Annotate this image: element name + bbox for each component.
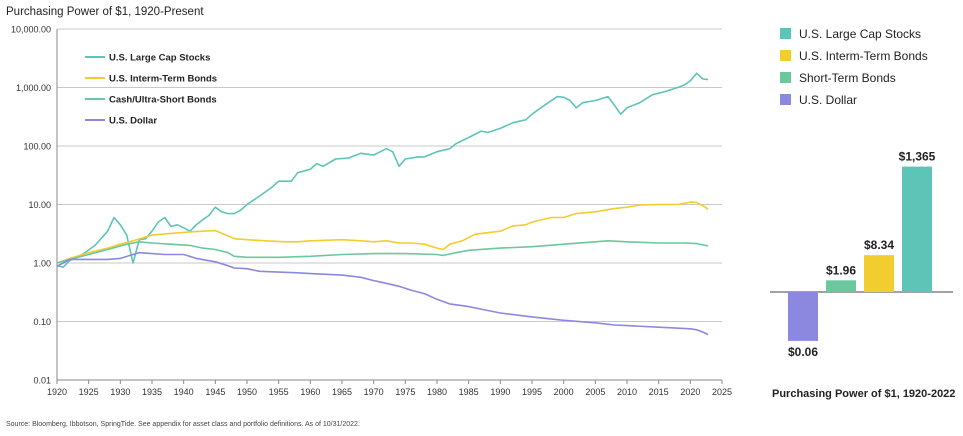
x-tick-label: 1950 bbox=[237, 387, 257, 397]
legend-swatch bbox=[780, 50, 791, 61]
line-chart-y-ticks: 10,000.00 1,000.00 100.00 10.00 1.00 0.10 0.01 bbox=[11, 25, 51, 386]
line-chart-x-ticks: 1920 1925 1930 1935 1940 1945 1950 1955 1960 1965… bbox=[47, 380, 732, 397]
x-tick-label: 1985 bbox=[459, 387, 479, 397]
x-tick-label: 1975 bbox=[395, 387, 415, 397]
legend-label: U.S. Large Cap Stocks bbox=[799, 27, 921, 41]
bar-short-term-bonds bbox=[826, 280, 856, 292]
legend-label: U.S. Interm-Term Bonds bbox=[799, 49, 928, 63]
y-tick-label: 0.01 bbox=[33, 376, 51, 386]
bar-value-label: $0.06 bbox=[788, 345, 818, 359]
legend-label: Cash/Ultra-Short Bonds bbox=[109, 95, 217, 106]
line-chart: 10,000.00 1,000.00 100.00 10.00 1.00 0.10 0.01… bbox=[11, 25, 732, 398]
legend-swatch bbox=[780, 94, 791, 105]
bar-u-s-dollar bbox=[788, 292, 818, 341]
bar-chart-value-labels: $0.06 $1.96 $8.34 $1,365 bbox=[788, 150, 936, 359]
x-tick-label: 2005 bbox=[585, 387, 605, 397]
series-line-u-s-dollar bbox=[56, 251, 709, 336]
x-tick-label: 2025 bbox=[712, 387, 732, 397]
x-tick-label: 2010 bbox=[617, 387, 637, 397]
bar-u-s-large-cap-stocks bbox=[902, 166, 932, 292]
line-chart-legend: U.S. Large Cap Stocks U.S. Interm-Term Bo… bbox=[85, 53, 217, 127]
y-tick-label: 1,000.00 bbox=[16, 83, 51, 93]
x-tick-label: 2020 bbox=[680, 387, 700, 397]
x-tick-label: 1995 bbox=[522, 387, 542, 397]
bar-value-label: $8.34 bbox=[864, 238, 894, 252]
series-line-cash-ultra-short-bonds bbox=[56, 240, 709, 264]
bar-u-s-interm-term-bonds bbox=[864, 255, 894, 292]
x-tick-label: 1940 bbox=[174, 387, 194, 397]
line-chart-grid bbox=[56, 28, 722, 381]
bar-chart-title: Purchasing Power of $1, 1920-2022 bbox=[772, 388, 956, 400]
legend-swatch bbox=[780, 28, 791, 39]
bar-value-label: $1.96 bbox=[826, 263, 856, 277]
legend-label: U.S. Dollar bbox=[109, 116, 157, 127]
legend-label: U.S. Dollar bbox=[799, 93, 857, 107]
line-chart-series bbox=[56, 72, 709, 336]
legend-label: U.S. Large Cap Stocks bbox=[109, 53, 210, 64]
x-tick-label: 1955 bbox=[269, 387, 289, 397]
bar-value-label: $1,365 bbox=[899, 150, 936, 164]
x-tick-label: 1960 bbox=[300, 387, 320, 397]
x-tick-label: 1920 bbox=[47, 387, 67, 397]
y-tick-label: 10.00 bbox=[28, 200, 51, 210]
x-tick-label: 1935 bbox=[142, 387, 162, 397]
y-tick-label: 10,000.00 bbox=[11, 25, 51, 35]
legend-swatch bbox=[780, 72, 791, 83]
x-tick-label: 1945 bbox=[205, 387, 225, 397]
legend-label: Short-Term Bonds bbox=[799, 71, 896, 85]
y-tick-label: 0.10 bbox=[33, 317, 51, 327]
y-tick-label: 100.00 bbox=[23, 142, 51, 152]
x-tick-label: 1970 bbox=[364, 387, 384, 397]
y-tick-label: 1.00 bbox=[33, 259, 51, 269]
line-chart-title: Purchasing Power of $1, 1920-Present bbox=[6, 6, 204, 18]
x-tick-label: 1990 bbox=[490, 387, 510, 397]
source-note: Source: Bloomberg, Ibbotson, SpringTide.… bbox=[6, 421, 360, 428]
series-line-u-s-interm-term-bonds bbox=[56, 201, 709, 264]
x-tick-label: 1925 bbox=[79, 387, 99, 397]
bar-chart-legend: U.S. Large Cap Stocks U.S. Interm-Term Bo… bbox=[780, 27, 928, 107]
bar-chart-bars bbox=[770, 166, 953, 341]
legend-label: U.S. Interm-Term Bonds bbox=[109, 74, 217, 85]
x-tick-label: 1965 bbox=[332, 387, 352, 397]
series-line-u-s-large-cap-stocks bbox=[56, 72, 709, 268]
x-tick-label: 2015 bbox=[649, 387, 669, 397]
x-tick-label: 1930 bbox=[110, 387, 130, 397]
x-tick-label: 2000 bbox=[554, 387, 574, 397]
x-tick-label: 1980 bbox=[427, 387, 447, 397]
